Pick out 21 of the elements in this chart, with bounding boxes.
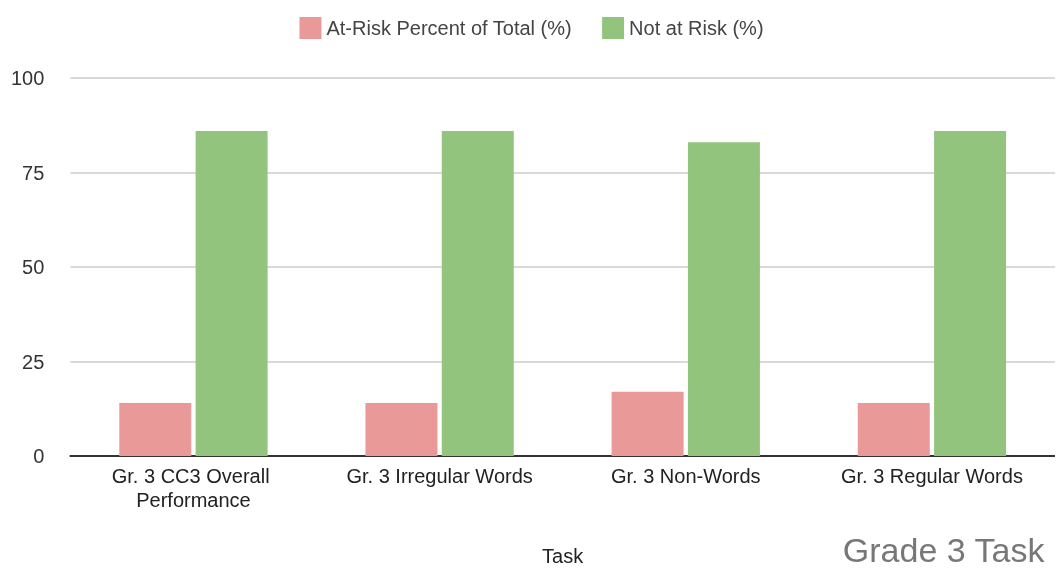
- y-tick-label: 100: [10, 67, 45, 89]
- bar: [441, 130, 514, 456]
- y-tick-label: 50: [22, 256, 45, 278]
- x-tick-label: Gr. 3 Non-Words: [610, 465, 761, 487]
- text: Grade 3 Task: [842, 531, 1046, 569]
- y-tick-label: 25: [22, 350, 45, 373]
- bar: [365, 403, 438, 456]
- legend-label: At-Risk Percent of Total (%): [326, 17, 572, 39]
- y-tick-label: 0: [33, 445, 45, 467]
- bar: [934, 130, 1007, 456]
- x-axis-title: Task: [542, 545, 585, 567]
- bar: [687, 142, 760, 456]
- bar: [195, 130, 268, 456]
- bar: [857, 403, 930, 456]
- x-tick-label: Gr. 3 Regular Words: [840, 465, 1023, 487]
- y-tick-label: 75: [22, 161, 45, 184]
- bar: [119, 403, 192, 456]
- x-tick-label: Gr. 3 Irregular Words: [346, 465, 533, 487]
- legend-label: Not at Risk (%): [629, 17, 764, 39]
- bar: [611, 391, 684, 456]
- x-tick-label: Gr. 3 CC3 Overall Performance: [111, 465, 276, 511]
